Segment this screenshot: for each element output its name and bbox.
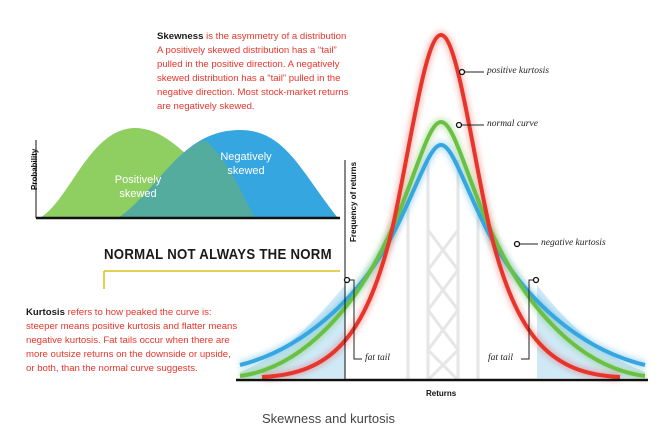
skewness-line-5: are negatively skewed. [157, 101, 255, 112]
negative-kurtosis-curve [239, 142, 646, 367]
headline: NORMAL NOT ALWAYS THE NORM [104, 246, 332, 263]
kurtosis-line-1: steeper means positive kurtosis and flat… [26, 321, 238, 332]
kurtosis-line-3: more outsize returns on the downside or … [26, 349, 231, 360]
skewness-line-2: pulled in the positive direction. A nega… [157, 59, 340, 70]
normal-curve-label: normal curve [487, 119, 538, 129]
callout-leaders [347, 71, 538, 360]
negative-kurtosis-label: negative kurtosis [541, 238, 606, 248]
negatively-skewed-line-0: Negatively [220, 151, 272, 163]
kurtosis-line-2: negative kurtosis. Fat tails occur when … [26, 335, 230, 346]
skewness-line-0: is the asymmetry of a distribution [203, 31, 347, 42]
skewness-line-1: A positively skewed distribution has a “… [157, 45, 337, 56]
callout-dots [343, 68, 540, 284]
probability-axis-label: Probability [30, 148, 39, 190]
fat-tail-right-area [537, 285, 645, 378]
figure-caption: Skewness and kurtosis [262, 411, 395, 426]
normal-curve [239, 119, 646, 378]
returns-axis-label: Returns [426, 389, 457, 398]
tower-decoration [406, 160, 480, 382]
skewness-line-4: negative direction. Most stock-market re… [157, 87, 349, 98]
skewness-term: Skewness [157, 31, 204, 42]
frequency-axis-label: Frequency of returns [349, 161, 358, 242]
overlap-area [118, 140, 255, 218]
kurtosis-term: Kurtosis [26, 307, 65, 318]
kurtosis-line-0: refers to how peaked the curve is: [64, 307, 212, 318]
fat-tail-right-label: fat tail [488, 353, 514, 363]
positive-kurtosis-curve [261, 32, 621, 379]
skewness-text: Skewness is the asymmetry of a distribut… [157, 30, 357, 114]
kurtosis-text: Kurtosis refers to how peaked the curve … [26, 306, 276, 376]
positive-kurtosis-label: positive kurtosis [487, 66, 550, 76]
kurtosis-line-4: or both, than the normal curve suggests. [26, 363, 198, 374]
negatively-skewed-line-1: skewed [227, 165, 265, 177]
positively-skewed-line-1: skewed [119, 188, 157, 200]
negatively-skewed-label: Negatively skewed [206, 150, 286, 178]
fat-tail-left-area [240, 285, 345, 378]
skewness-line-3: skewed distribution has a “tail” pulled … [157, 73, 341, 84]
fat-tail-left-label: fat tail [365, 353, 391, 363]
positively-skewed-line-0: Positively [114, 174, 162, 186]
positively-skewed-label: Positively skewed [98, 173, 178, 201]
